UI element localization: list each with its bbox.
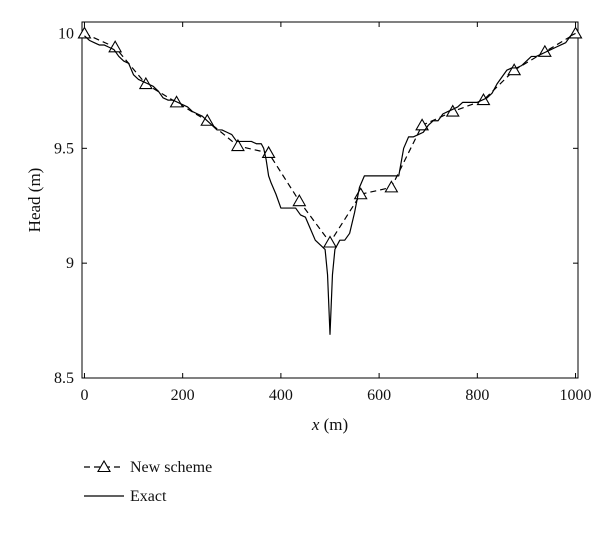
new-scheme-marker	[323, 235, 337, 248]
x-axis-label-var: x	[311, 415, 320, 434]
series-line-new-scheme	[84, 32, 576, 244]
new-scheme-marker	[507, 63, 522, 76]
y-tick-label: 10	[58, 25, 74, 42]
x-tick-label: 0	[80, 387, 88, 404]
y-axis-label: Head (m)	[25, 168, 44, 233]
plot-frame	[81, 21, 579, 379]
series-layer	[77, 26, 583, 335]
new-scheme-marker	[292, 194, 307, 207]
legend-swatch-marker	[97, 459, 111, 473]
x-axis-label: x (m)	[311, 415, 348, 434]
x-axis-label-unit: (m)	[319, 415, 348, 434]
y-tick-label: 9.5	[54, 140, 74, 157]
plot-border	[81, 21, 579, 379]
new-scheme-marker	[568, 26, 583, 39]
new-scheme-marker	[108, 40, 123, 53]
x-axis-ticks: 0 200 400 600 800 1000	[80, 22, 592, 404]
x-tick-label: 800	[465, 387, 489, 404]
x-tick-label: 400	[269, 387, 293, 404]
legend-label: New scheme	[130, 459, 212, 476]
new-scheme-marker	[415, 118, 430, 131]
series-line-exact	[84, 32, 576, 335]
x-tick-label: 200	[171, 387, 195, 404]
y-tick-label: 8.5	[54, 370, 74, 387]
new-scheme-marker	[230, 138, 245, 152]
x-tick-label: 600	[367, 387, 391, 404]
y-tick-label: 9	[66, 255, 74, 272]
y-axis-ticks: 8.5 9 9.5 10	[54, 25, 578, 387]
legend-label: Exact	[130, 488, 167, 505]
legend: New scheme Exact	[84, 459, 212, 505]
x-tick-label: 1000	[560, 387, 592, 404]
new-scheme-marker	[384, 180, 399, 193]
new-scheme-marker	[77, 26, 92, 39]
